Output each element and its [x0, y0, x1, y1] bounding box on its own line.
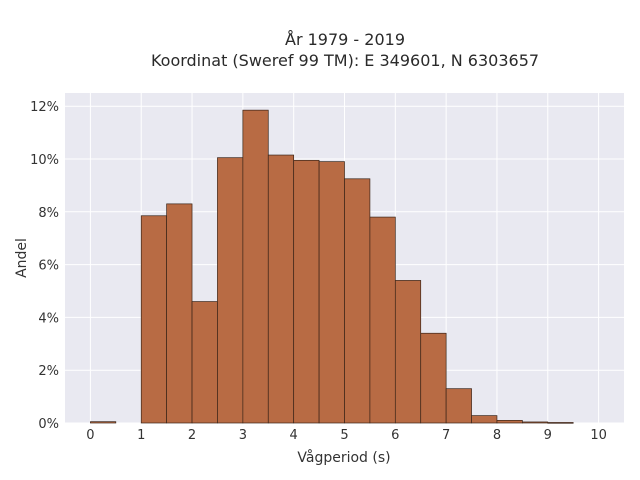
y-tick-label: 12% [30, 100, 59, 115]
x-tick-label: 4 [290, 428, 298, 443]
x-tick-label: 3 [239, 428, 247, 443]
histogram-bar [496, 420, 523, 424]
x-tick-label: 8 [493, 428, 501, 443]
histogram-bar [471, 415, 498, 424]
x-tick-label: 6 [391, 428, 399, 443]
y-tick-label: 4% [38, 311, 59, 326]
histogram-bar [140, 215, 167, 424]
chart-title-line-1: År 1979 - 2019 [285, 30, 405, 49]
histogram-bar [90, 421, 117, 424]
histogram-bar [369, 216, 396, 424]
histogram-bar [217, 157, 244, 424]
histogram-bar [420, 332, 447, 424]
x-tick-label: 2 [188, 428, 196, 443]
histogram-bar [191, 301, 218, 424]
histogram-bar [293, 159, 320, 424]
y-tick-label: 0% [38, 417, 59, 432]
histogram-bar [344, 178, 371, 424]
histogram-bar [522, 421, 549, 424]
x-axis-label: Vågperiod (s) [297, 449, 390, 466]
x-tick-label: 1 [137, 428, 145, 443]
histogram-bar [242, 109, 269, 424]
x-tick-label: 9 [544, 428, 552, 443]
histogram-bar [318, 161, 345, 424]
x-tick-label: 0 [86, 428, 94, 443]
y-tick-labels: 0% 2% 4% 6% 8% 10% 12% [30, 100, 59, 432]
x-tick-label: 7 [442, 428, 450, 443]
histogram-bar [394, 280, 422, 424]
x-tick-labels: 0 1 2 3 4 5 6 7 8 9 10 [86, 428, 607, 443]
y-tick-label: 2% [38, 364, 59, 379]
x-tick-label: 10 [590, 428, 607, 443]
histogram-bar [547, 422, 574, 424]
y-tick-label: 8% [38, 206, 59, 221]
chart-title-line-2: Koordinat (Sweref 99 TM): E 349601, N 63… [151, 51, 539, 70]
histogram-bar [445, 388, 472, 424]
histogram-bar [166, 203, 193, 424]
y-axis-label: Andel [14, 238, 30, 278]
y-tick-label: 6% [38, 259, 59, 274]
bars [90, 109, 574, 424]
y-tick-label: 10% [30, 153, 59, 168]
x-tick-label: 5 [340, 428, 348, 443]
histogram-bar [267, 154, 295, 424]
